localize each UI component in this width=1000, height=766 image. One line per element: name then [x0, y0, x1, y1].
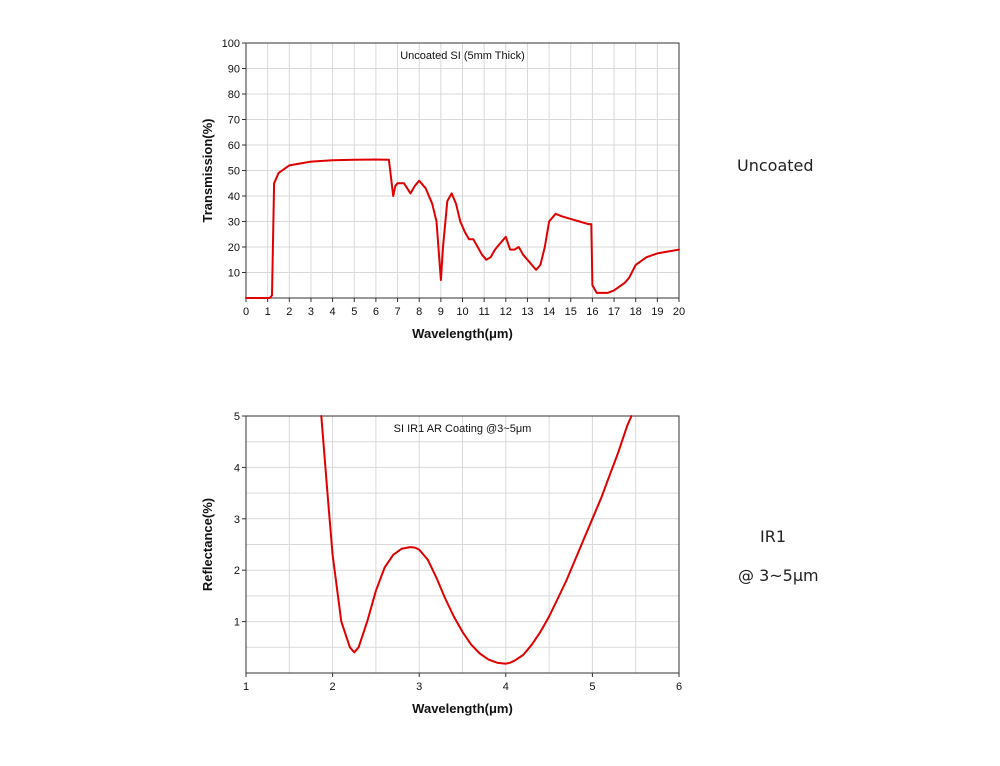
transmission-y-tick-label: 20 [228, 242, 240, 254]
transmission-y-axis-label: Transmission(%) [200, 118, 215, 222]
reflectance-x-tick-label: 6 [676, 681, 682, 693]
transmission-x-tick-label: 7 [394, 306, 400, 318]
transmission-x-tick-label: 4 [330, 306, 336, 318]
reflectance-x-tick-label: 5 [589, 681, 595, 693]
transmission-y-tick-label: 100 [222, 38, 240, 50]
transmission-x-tick-label: 17 [608, 306, 620, 318]
reflectance-x-tick-label: 1 [243, 681, 249, 693]
transmission-y-tick-label: 50 [228, 166, 240, 178]
transmission-x-tick-label: 0 [243, 306, 249, 318]
reflectance-y-tick-label: 2 [234, 565, 240, 577]
transmission-x-tick-label: 16 [586, 306, 598, 318]
transmission-x-tick-label: 19 [651, 306, 663, 318]
transmission-x-tick-label: 20 [673, 306, 685, 318]
reflectance-chart-title: SI IR1 AR Coating @3~5μm [394, 423, 532, 435]
reflectance-y-tick-label: 5 [234, 411, 240, 423]
reflectance-plot-frame [245, 415, 680, 674]
transmission-chart-title: Uncoated SI (5mm Thick) [400, 50, 525, 62]
transmission-x-tick-label: 15 [565, 306, 577, 318]
transmission-x-tick-label: 14 [543, 306, 555, 318]
transmission-y-tick-label: 40 [228, 191, 240, 203]
transmission-x-tick-label: 6 [373, 306, 379, 318]
ir1-range-label: @ 3~5μm [738, 566, 819, 585]
reflectance-y-axis-label: Reflectance(%) [200, 498, 215, 591]
ir1-label: IR1 [760, 527, 787, 546]
reflectance-x-tick-label: 3 [416, 681, 422, 693]
transmission-x-tick-label: 13 [521, 306, 533, 318]
transmission-y-tick-label: 60 [228, 140, 240, 152]
reflectance-x-axis-label: Wavelength(μm) [412, 701, 513, 716]
reflectance-series-line [320, 415, 633, 665]
transmission-x-tick-label: 5 [351, 306, 357, 318]
transmission-x-tick-label: 18 [630, 306, 642, 318]
transmission-series-line [245, 158, 680, 299]
transmission-x-tick-label: 9 [438, 306, 444, 318]
reflectance-x-tick-label: 2 [330, 681, 336, 693]
transmission-x-tick-label: 12 [500, 306, 512, 318]
transmission-x-tick-label: 10 [456, 306, 468, 318]
reflectance-x-tick-label: 4 [503, 681, 509, 693]
transmission-x-tick-label: 3 [308, 306, 314, 318]
reflectance-y-tick-label: 4 [234, 462, 240, 474]
transmission-y-tick-label: 30 [228, 217, 240, 229]
uncoated-label: Uncoated [737, 156, 814, 175]
reflectance-y-tick-label: 1 [234, 617, 240, 629]
transmission-y-tick-label: 70 [228, 115, 240, 127]
reflectance-y-tick-label: 3 [234, 514, 240, 526]
transmission-y-tick-label: 80 [228, 89, 240, 101]
transmission-y-tick-label: 90 [228, 64, 240, 76]
transmission-x-tick-label: 11 [478, 306, 489, 318]
transmission-x-tick-label: 2 [286, 306, 292, 318]
transmission-y-tick-label: 10 [228, 268, 240, 280]
transmission-x-axis-label: Wavelength(μm) [412, 326, 513, 341]
transmission-x-tick-label: 8 [416, 306, 422, 318]
transmission-x-tick-label: 1 [265, 306, 271, 318]
